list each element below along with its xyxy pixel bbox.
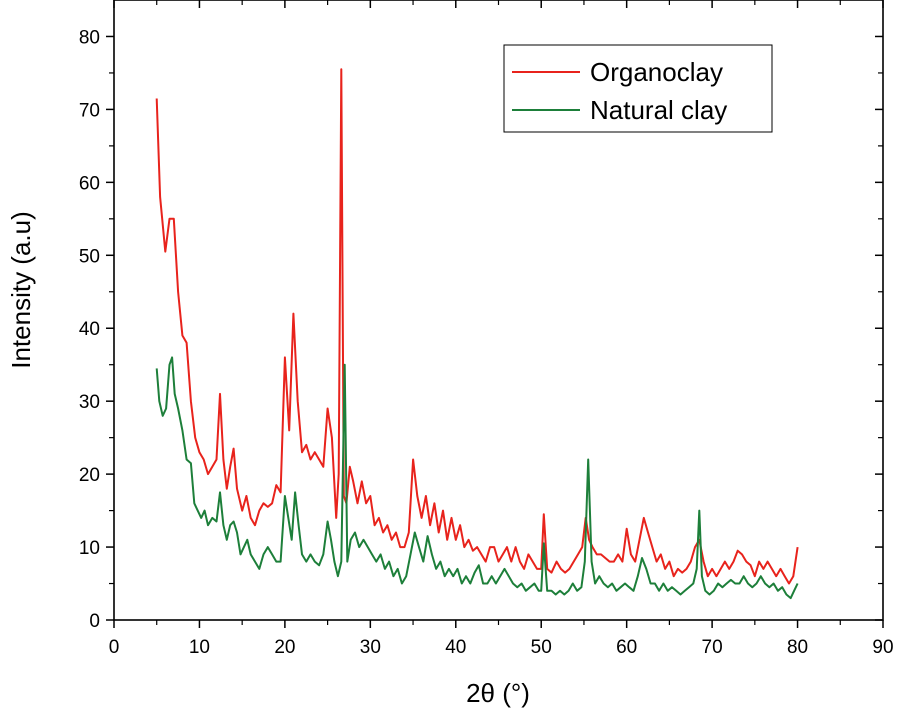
y-tick-label: 70	[79, 100, 100, 121]
legend-label-natural-clay: Natural clay	[590, 95, 727, 125]
x-tick-label: 80	[787, 637, 808, 658]
x-tick-label: 20	[274, 637, 295, 658]
x-axis-title: 2θ (°)	[466, 678, 530, 708]
x-tick-label: 70	[702, 637, 723, 658]
x-tick-label: 10	[189, 637, 210, 658]
ticks-layer: 0 10 20 30 40 50 60 70 80 90 0 10 20 30 40 50 60 70 80	[79, 0, 894, 658]
series-layer	[155, 68, 799, 600]
x-tick-label: 50	[531, 637, 552, 658]
x-tick-label: 90	[872, 637, 893, 658]
legend: Organoclay Natural clay	[503, 44, 773, 133]
x-tick-label: 40	[445, 637, 466, 658]
y-tick-label: 60	[79, 173, 100, 194]
legend-box	[503, 44, 773, 133]
y-tick-label: 50	[79, 246, 100, 267]
legend-label-organoclay: Organoclay	[590, 57, 723, 87]
series-line-natural-clay	[155, 356, 799, 600]
series-line-organoclay	[155, 68, 799, 585]
x-tick-label: 60	[616, 637, 637, 658]
y-tick-label: 30	[79, 392, 100, 413]
x-tick-label: 0	[109, 637, 120, 658]
y-tick-label: 0	[89, 611, 100, 632]
y-tick-label: 40	[79, 319, 100, 340]
y-tick-label: 20	[79, 465, 100, 486]
y-tick-label: 10	[79, 538, 100, 559]
x-tick-label: 30	[360, 637, 381, 658]
y-tick-label: 80	[79, 27, 100, 48]
y-axis-title: Intensity (a.u)	[6, 211, 36, 369]
